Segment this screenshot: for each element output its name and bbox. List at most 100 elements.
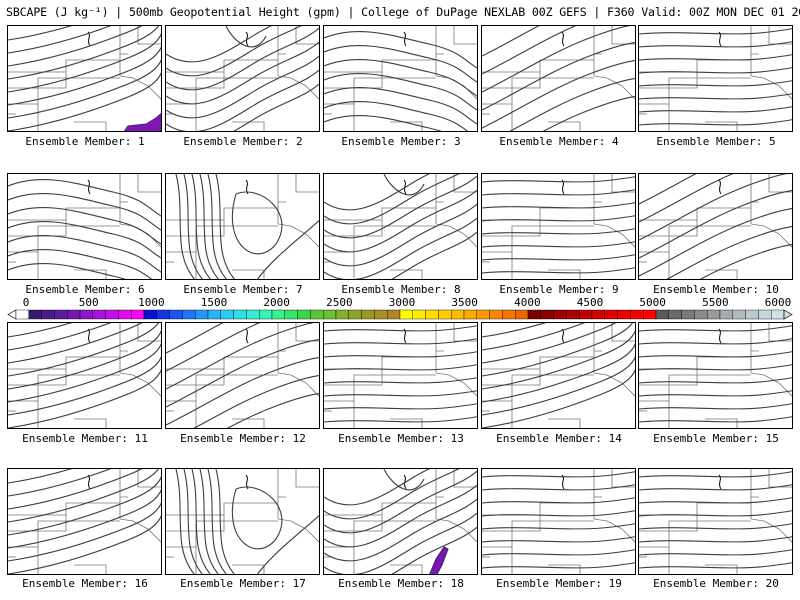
height-contour <box>8 469 143 510</box>
colorbar-swatch <box>630 309 644 320</box>
height-contour <box>639 416 792 423</box>
colorbar-swatch <box>246 309 260 320</box>
height-contour <box>324 115 442 131</box>
height-contour <box>324 469 430 506</box>
colorbar-swatch <box>489 309 503 320</box>
ensemble-map-panel <box>165 25 320 132</box>
member-label: Ensemble Member: 7 <box>183 283 303 296</box>
state-border <box>119 174 128 224</box>
state-border <box>295 174 319 193</box>
coastline <box>245 31 249 47</box>
state-border <box>593 174 602 224</box>
state-border <box>324 207 436 237</box>
height-contour <box>207 469 228 574</box>
colorbar-tick-label: 3500 <box>451 296 478 309</box>
height-contour <box>193 374 319 428</box>
height-contour <box>8 476 161 536</box>
height-contour <box>482 26 577 75</box>
height-contour <box>215 469 236 574</box>
state-border <box>324 400 355 428</box>
height-contour <box>191 469 212 574</box>
colorbar-tick-label: 500 <box>78 296 99 309</box>
state-border <box>778 85 792 100</box>
colorbar-swatch <box>323 309 337 320</box>
colorbar-tick-label: 2500 <box>326 296 353 309</box>
state-border <box>119 75 149 87</box>
ensemble-map-panel <box>323 322 478 429</box>
ensemble-map-panel <box>481 173 636 280</box>
colorbar-tick-label: 5000 <box>639 296 666 309</box>
height-contour <box>8 193 161 231</box>
state-border <box>305 233 319 248</box>
member-label: Ensemble Member: 8 <box>341 283 461 296</box>
height-contour <box>482 41 635 111</box>
state-border <box>435 75 465 87</box>
colorbar-swatch <box>105 309 119 320</box>
state-border <box>353 77 436 104</box>
height-contour <box>482 510 635 517</box>
height-contour <box>639 207 792 277</box>
height-contour <box>8 207 161 245</box>
ensemble-map-panel <box>481 468 636 575</box>
state-border <box>639 59 751 89</box>
ensemble-map-panel <box>323 173 478 280</box>
coastline <box>403 474 407 490</box>
state-border <box>705 564 738 574</box>
member-label: Ensemble Member: 13 <box>338 432 464 445</box>
state-border <box>668 520 751 547</box>
height-contour <box>225 26 267 48</box>
colorbar-swatches <box>7 309 793 320</box>
state-border <box>119 323 128 373</box>
height-contour <box>324 325 477 332</box>
state-border <box>435 323 444 373</box>
colorbar-swatch <box>771 309 785 320</box>
state-border <box>482 251 513 279</box>
height-contour <box>231 486 283 550</box>
coastline <box>561 179 565 195</box>
height-contour <box>324 390 477 397</box>
height-contour <box>8 26 159 80</box>
colorbar-swatch <box>143 309 158 320</box>
map-graphic <box>639 469 792 574</box>
state-border <box>621 528 635 543</box>
height-contour <box>639 510 792 517</box>
height-contour <box>391 231 477 279</box>
height-contour <box>8 59 161 119</box>
ensemble-map-panel <box>638 25 793 132</box>
height-contour <box>324 470 477 534</box>
state-border <box>137 174 161 193</box>
height-contour <box>639 106 792 113</box>
state-border <box>8 103 39 131</box>
height-contour <box>8 26 112 54</box>
colorbar-tick-label: 4500 <box>576 296 604 309</box>
height-contour <box>482 523 635 530</box>
colorbar-swatch <box>67 309 81 320</box>
colorbar-tick-label: 2000 <box>263 296 290 309</box>
height-contour <box>324 101 469 131</box>
ensemble-map-panel <box>323 468 478 575</box>
height-contour <box>639 174 697 205</box>
colorbar-swatch <box>438 309 452 320</box>
coastline <box>718 474 722 490</box>
height-contour <box>233 83 319 131</box>
height-contour <box>324 87 477 125</box>
state-border <box>390 269 423 279</box>
height-contour <box>8 469 73 484</box>
member-label: Ensemble Member: 9 <box>499 283 619 296</box>
height-contour <box>666 225 792 279</box>
state-border <box>37 225 120 252</box>
height-contour <box>8 343 161 403</box>
colorbar-tick-label: 6000 <box>764 296 792 309</box>
colorbar-swatch <box>28 309 42 320</box>
state-border <box>324 59 436 89</box>
state-border <box>232 269 265 279</box>
coastline <box>561 328 565 344</box>
coastline <box>561 474 565 490</box>
map-graphic <box>324 174 477 279</box>
height-contour <box>639 174 734 223</box>
state-border <box>511 520 594 547</box>
height-contour <box>256 219 319 279</box>
state-border <box>277 469 286 519</box>
state-border <box>621 233 635 248</box>
state-border <box>621 85 635 100</box>
